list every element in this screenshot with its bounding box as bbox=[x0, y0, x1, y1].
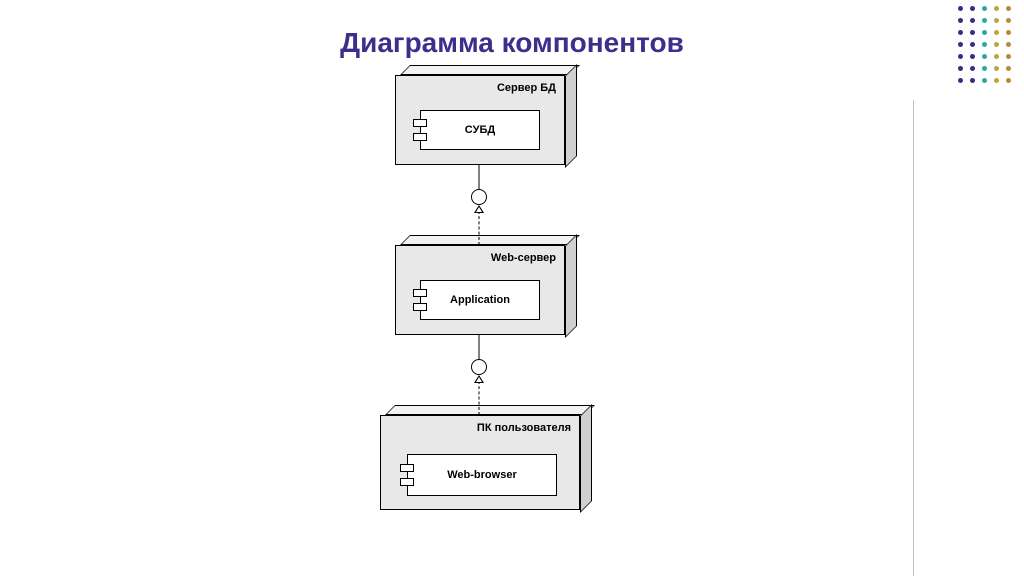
conn-web-to-db bbox=[478, 165, 480, 245]
node-web-server: Web-сервер Application bbox=[395, 245, 575, 345]
component-label: Web-browser bbox=[407, 454, 557, 496]
node-title: Web-сервер bbox=[396, 252, 566, 264]
corner-dots-decoration bbox=[956, 4, 1016, 88]
node-db-server: Сервер БД СУБД bbox=[395, 75, 575, 175]
vertical-separator bbox=[913, 100, 914, 576]
node-title: Сервер БД bbox=[396, 82, 566, 94]
component-web-server: Application bbox=[420, 280, 540, 320]
conn-pc-to-web bbox=[478, 335, 480, 415]
node-title: ПК пользователя bbox=[381, 422, 581, 434]
component-db-server: СУБД bbox=[420, 110, 540, 150]
page-title: Диаграмма компонентов bbox=[0, 27, 1024, 59]
component-label: СУБД bbox=[420, 110, 540, 150]
component-label: Application bbox=[420, 280, 540, 320]
component-user-pc: Web-browser bbox=[407, 454, 557, 496]
node-user-pc: ПК пользователя Web-browser bbox=[380, 415, 590, 520]
